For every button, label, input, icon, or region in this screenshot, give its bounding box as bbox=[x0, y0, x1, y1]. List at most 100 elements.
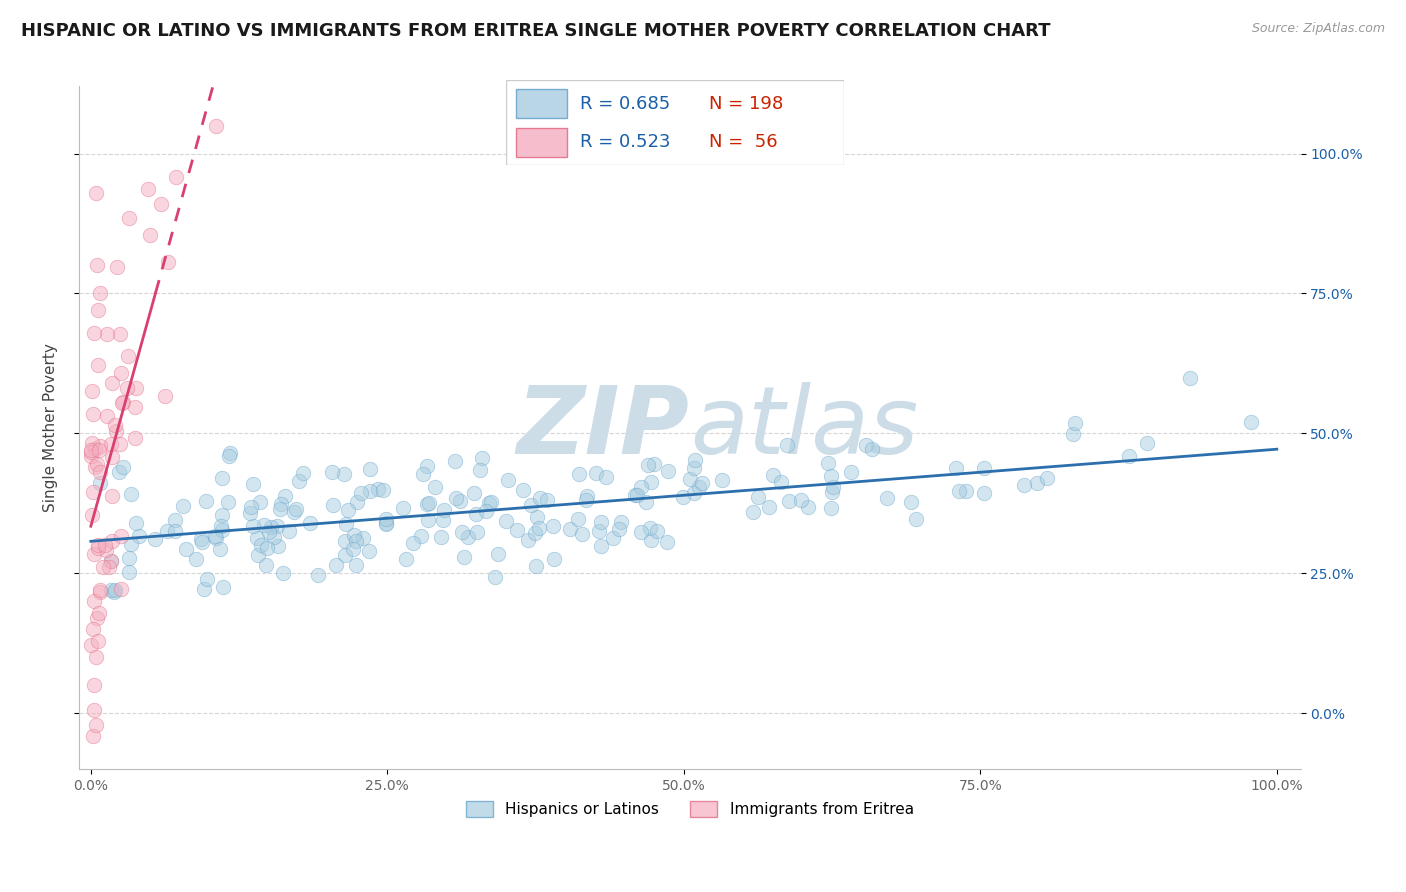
Point bbox=[86, 259, 108, 273]
Point bbox=[87, 303, 110, 318]
Point bbox=[100, 437, 122, 451]
Point bbox=[211, 471, 233, 485]
Point bbox=[683, 461, 706, 475]
Point bbox=[105, 260, 128, 274]
Point bbox=[465, 524, 488, 539]
Point bbox=[446, 491, 468, 505]
Point bbox=[346, 495, 368, 509]
Point bbox=[346, 534, 368, 549]
Point bbox=[104, 417, 127, 432]
Point bbox=[637, 458, 659, 472]
Point bbox=[83, 703, 105, 717]
Point bbox=[333, 548, 356, 562]
Point bbox=[495, 514, 517, 528]
Point bbox=[374, 516, 396, 531]
Point bbox=[283, 505, 305, 519]
Point bbox=[136, 182, 159, 196]
Point bbox=[412, 467, 434, 482]
Point bbox=[585, 466, 607, 480]
Point bbox=[87, 633, 110, 648]
Point bbox=[98, 560, 121, 574]
Point bbox=[526, 510, 548, 524]
Point bbox=[115, 381, 138, 395]
Point bbox=[672, 490, 695, 504]
Point bbox=[416, 512, 439, 526]
Point bbox=[87, 606, 110, 620]
Point bbox=[217, 494, 239, 508]
Point bbox=[688, 480, 710, 494]
Point bbox=[1118, 449, 1140, 463]
Point bbox=[797, 500, 820, 514]
Text: HISPANIC OR LATINO VS IMMIGRANTS FROM ERITREA SINGLE MOTHER POVERTY CORRELATION : HISPANIC OR LATINO VS IMMIGRANTS FROM ER… bbox=[21, 22, 1050, 40]
Point bbox=[292, 466, 315, 480]
Point bbox=[647, 524, 669, 538]
Point bbox=[352, 531, 374, 545]
Point bbox=[973, 486, 995, 500]
Point bbox=[120, 487, 142, 501]
Point bbox=[82, 623, 104, 637]
Point bbox=[108, 327, 131, 342]
Point bbox=[321, 465, 343, 479]
Point bbox=[86, 359, 108, 373]
Point bbox=[89, 466, 111, 480]
Text: Source: ZipAtlas.com: Source: ZipAtlas.com bbox=[1251, 22, 1385, 36]
Point bbox=[337, 502, 360, 516]
Point bbox=[505, 523, 527, 537]
Point bbox=[172, 499, 194, 513]
Point bbox=[1014, 478, 1036, 492]
Point bbox=[94, 543, 117, 558]
Point bbox=[191, 535, 214, 549]
Point bbox=[402, 536, 425, 550]
Point bbox=[900, 495, 922, 509]
Point bbox=[350, 486, 373, 500]
Point bbox=[83, 442, 105, 456]
Point bbox=[778, 493, 800, 508]
Point bbox=[758, 500, 780, 515]
Point bbox=[529, 491, 551, 505]
Point bbox=[253, 517, 276, 532]
Point bbox=[100, 554, 122, 568]
Point bbox=[444, 454, 467, 468]
Text: atlas: atlas bbox=[690, 383, 918, 474]
Point bbox=[335, 517, 357, 532]
Point bbox=[100, 489, 122, 503]
Point bbox=[87, 541, 110, 556]
Text: R = 0.685: R = 0.685 bbox=[581, 95, 671, 112]
Point bbox=[163, 524, 186, 539]
Point bbox=[82, 384, 104, 398]
Point bbox=[83, 547, 105, 561]
Point bbox=[630, 524, 652, 539]
Point bbox=[536, 493, 558, 508]
Point bbox=[82, 408, 104, 422]
Point bbox=[948, 483, 970, 498]
Point bbox=[101, 534, 124, 549]
Point bbox=[486, 547, 509, 561]
Point bbox=[516, 533, 538, 548]
Point bbox=[204, 119, 226, 133]
Point bbox=[101, 450, 124, 464]
Point bbox=[165, 512, 187, 526]
Point bbox=[83, 459, 105, 474]
Point bbox=[571, 527, 593, 541]
Point bbox=[418, 496, 440, 510]
Point bbox=[821, 484, 844, 499]
Point bbox=[298, 516, 321, 530]
Point bbox=[256, 541, 278, 555]
Point bbox=[524, 559, 547, 574]
Point bbox=[344, 558, 367, 573]
Legend: Hispanics or Latinos, Immigrants from Eritrea: Hispanics or Latinos, Immigrants from Er… bbox=[460, 795, 920, 823]
Point bbox=[89, 475, 111, 490]
Point bbox=[543, 552, 565, 566]
Point bbox=[124, 431, 146, 445]
Point bbox=[287, 474, 309, 488]
Point bbox=[1025, 475, 1047, 490]
Point bbox=[104, 583, 127, 598]
Point bbox=[820, 468, 842, 483]
Point bbox=[416, 459, 439, 474]
Point bbox=[589, 539, 612, 553]
Point bbox=[823, 480, 845, 494]
Point bbox=[855, 437, 877, 451]
Point bbox=[212, 581, 235, 595]
Y-axis label: Single Mother Poverty: Single Mother Poverty bbox=[44, 343, 58, 512]
Point bbox=[595, 469, 617, 483]
